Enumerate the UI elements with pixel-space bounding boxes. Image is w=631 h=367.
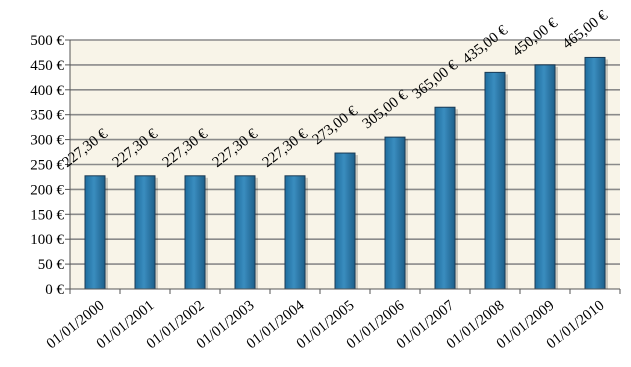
bars [84,56,608,290]
y-tick-label: 400 € [30,83,64,99]
y-tick-label: 0 € [45,282,64,298]
bar [84,175,106,290]
y-tick-label: 300 € [30,133,64,149]
bar [484,71,506,290]
bar [384,136,406,290]
y-tick-label: 100 € [30,232,64,248]
bar [284,175,306,290]
y-tick-label: 450 € [30,58,64,74]
y-tick-label: 350 € [30,108,64,124]
axes [65,39,621,294]
y-tick-label: 250 € [30,158,64,174]
bar [184,175,206,290]
bar [134,175,156,290]
bar [534,64,556,290]
y-tick-label: 200 € [30,182,64,198]
y-axis-labels: 0 € 50 € 100 € 150 € 200 € 250 € 300 € 350 € 400… [30,33,64,298]
x-axis-labels: 01/01/200001/01/200101/01/200201/01/2003… [44,297,608,352]
bar [234,175,256,290]
y-tick-label: 500 € [30,33,64,49]
bar [584,56,606,290]
bar [334,152,356,290]
y-tick-label: 150 € [30,207,64,223]
bar [434,106,456,290]
y-tick-label: 50 € [38,257,65,273]
